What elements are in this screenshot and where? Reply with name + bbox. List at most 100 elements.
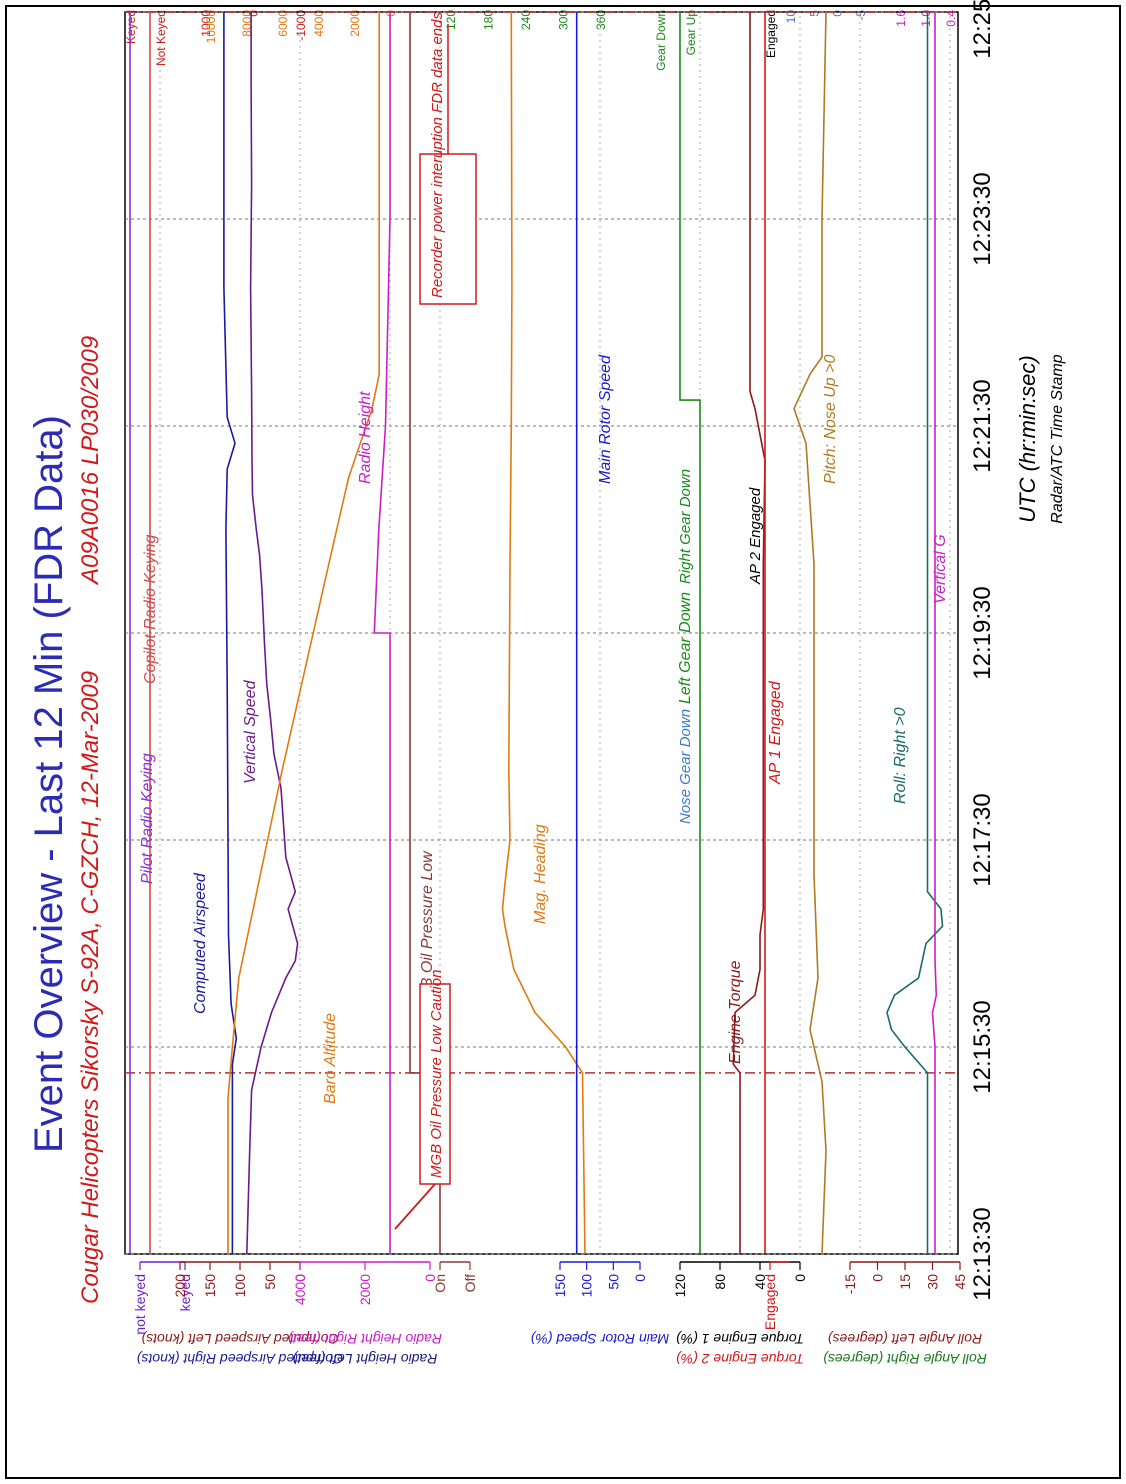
x-axis-label: UTC (hr:min:sec) bbox=[1015, 355, 1040, 522]
right-axis-tick-label: Gear Down bbox=[654, 10, 668, 71]
left-axis-tick-label: 40 bbox=[752, 1274, 768, 1290]
left-axis-label-a: Roll Angle Left (degrees) bbox=[828, 1331, 982, 1347]
left-axis-roll: -15 0 15 30 45 Roll Angle Left (degrees) Roll … bbox=[823, 1261, 987, 1367]
right-axis-tick-label: 1.0 bbox=[919, 10, 933, 27]
label-ap2-engaged: AP 2 Engaged bbox=[747, 487, 764, 585]
right-axis-ap2: Engaged bbox=[764, 10, 778, 58]
right-axis-gear: Gear Down Gear Up bbox=[654, 10, 698, 71]
left-axis-airspeed: 200 150 100 50 0 Computed Airspeed Left (knot… bbox=[137, 1261, 343, 1367]
left-axis-tick-label: -15 bbox=[842, 1274, 858, 1294]
left-axis-label-a: Computed Airspeed Left (knots) bbox=[141, 1331, 338, 1347]
series-label: Copilot Radio Keying bbox=[142, 534, 159, 684]
right-axis-tick-label: 240 bbox=[519, 10, 533, 30]
series-line-computed-airspeed bbox=[223, 12, 238, 1254]
series-line-radio-height bbox=[373, 12, 391, 1254]
series-line-left-gear-down bbox=[679, 12, 701, 1254]
left-axis-tick-label: Engaged bbox=[762, 1274, 778, 1330]
right-axis-tick-label: 6000 bbox=[276, 10, 290, 37]
x-tick-label: 12:21:30 bbox=[969, 379, 996, 472]
series-line-roll-right-0 bbox=[886, 12, 944, 1254]
left-axis-tick-label: 50 bbox=[605, 1274, 621, 1290]
series-label: Vertical G bbox=[932, 534, 949, 604]
series-label: Mag. Heading bbox=[532, 824, 549, 924]
left-axis-tick-label: 100 bbox=[232, 1274, 248, 1298]
chart-subtitle: Cougar Helicopters Sikorsky S-92A, C-GZC… bbox=[77, 671, 104, 1304]
right-axis-vg: 1.6 1.0 0.4 bbox=[894, 10, 958, 27]
series-line-vertical-g bbox=[931, 12, 938, 1254]
right-axis-tick-label: 0 bbox=[247, 10, 261, 17]
left-axis-tick-label: 0 bbox=[422, 1274, 438, 1282]
annotation-arrow-oil bbox=[394, 1183, 436, 1230]
series-label: MGB Oil Pressure Low bbox=[419, 850, 436, 1014]
left-axis-tick-label: 50 bbox=[262, 1274, 278, 1290]
left-axis-tick-label: 100 bbox=[579, 1274, 595, 1298]
x-tick-label: 12:23:30 bbox=[969, 172, 996, 265]
series-line-baro-altitude bbox=[227, 12, 381, 1254]
right-axis-hdg: 120 180 240 300 360 bbox=[444, 10, 608, 30]
left-axis-tick-label: 2000 bbox=[357, 1274, 373, 1305]
series-label: Roll: Right >0 bbox=[892, 707, 909, 804]
right-axis-tick-label: Not Keyed bbox=[154, 10, 168, 66]
left-axis-tick-label: 120 bbox=[672, 1274, 688, 1298]
series-line-mag-heading bbox=[501, 11, 586, 1255]
annotation-oil-caution: MGB Oil Pressure Low Caution bbox=[394, 970, 451, 1230]
label-right-gear-down: Right Gear Down bbox=[677, 469, 694, 584]
series-label: Pilot Radio Keying bbox=[139, 753, 156, 884]
right-axis-tick-label: 360 bbox=[594, 10, 608, 30]
right-axis-tick-label: 300 bbox=[557, 10, 571, 30]
left-axis-radio: 4000 2000 0 Radio Height Right (feet) Radio … bbox=[288, 1261, 442, 1367]
left-axis-tick-label: 200 bbox=[172, 1274, 188, 1298]
left-axis-tick-label: 150 bbox=[202, 1274, 218, 1298]
series-label: Main Rotor Speed bbox=[597, 354, 614, 484]
left-axis-tick-label: not keyed bbox=[132, 1274, 148, 1335]
right-axis-tick-label: 0.4 bbox=[944, 10, 958, 27]
right-axis-tick-label: Engaged bbox=[764, 10, 778, 58]
series-label: Left Gear Down bbox=[677, 592, 694, 704]
annotation-fdr-line1: Recorder power interuption FDR data ends bbox=[429, 12, 446, 298]
left-axis-label-b: Torque Engine 2 (%) bbox=[676, 1351, 804, 1367]
right-axis-tick-label: 0 bbox=[384, 10, 398, 17]
series-label: Vertical Speed bbox=[242, 679, 259, 784]
left-axis-nr: 150 100 50 0 Main Rotor Speed (%) bbox=[531, 1261, 669, 1347]
series-line-vertical-speed bbox=[246, 12, 299, 1255]
left-axis-ap1: Engaged bbox=[762, 1261, 790, 1330]
left-axis-label-a: Torque Engine 1 (%) bbox=[676, 1331, 804, 1347]
page-border bbox=[5, 5, 1121, 1479]
left-axis-tick-label: 150 bbox=[552, 1274, 568, 1298]
left-axis-label-b: Roll Angle Right (degrees) bbox=[823, 1351, 987, 1367]
right-axis-tick-label: 5 bbox=[807, 10, 821, 17]
series-label: Computed Airspeed bbox=[192, 872, 209, 1014]
x-tick-label: 12:19:30 bbox=[969, 586, 996, 679]
right-axis-pitch: 10 5 0 -5 bbox=[784, 10, 868, 24]
chart-title: Event Overview - Last 12 Min (FDR Data) bbox=[27, 415, 71, 1153]
left-axis-label-b: Computed Airspeed Right (knots) bbox=[137, 1351, 343, 1367]
left-axis-tick-label: On bbox=[432, 1274, 448, 1293]
label-nose-gear-down: Nose Gear Down bbox=[677, 709, 694, 824]
right-axis-tick-label: Keyed bbox=[124, 10, 138, 44]
right-axis-tick-label: -5 bbox=[854, 10, 868, 21]
right-axis-tick-label: 10000 bbox=[204, 10, 218, 44]
annotation-text-oil: MGB Oil Pressure Low Caution bbox=[428, 970, 445, 1178]
left-axis-tick-label: 15 bbox=[897, 1274, 913, 1290]
right-axis-tick-label: 4000 bbox=[312, 10, 326, 37]
series-labels: Pilot Radio Keying Copilot Radio Keying Co… bbox=[139, 354, 949, 1104]
right-axis-tick-label: 1000 bbox=[199, 10, 213, 37]
left-axis-torque: 120 80 40 0 Torque Engine 1 (%) Torque Engine… bbox=[672, 1261, 808, 1367]
right-axis-tick-label: 2000 bbox=[348, 10, 362, 37]
annotation-text-fdr: Recorder power interuption FDR data ends bbox=[429, 12, 446, 298]
left-axis-tick-label: 45 bbox=[952, 1274, 968, 1290]
left-axis-keying: not keyed keyed bbox=[132, 1261, 193, 1335]
x-axis-ticks: 12:13:30 12:15:30 12:17:30 12:19:30 12:21:30… bbox=[969, 0, 996, 1301]
left-axis-tick-label: 0 bbox=[292, 1274, 308, 1282]
right-axis-tick-label: 10 bbox=[784, 10, 798, 24]
x-tick-label: 12:17:30 bbox=[969, 793, 996, 886]
right-axis-tick-label: 1.6 bbox=[894, 10, 908, 27]
grid-lines bbox=[124, 11, 959, 1255]
x-axis-sublabel: Radar/ATC Time Stamp bbox=[1049, 354, 1066, 523]
